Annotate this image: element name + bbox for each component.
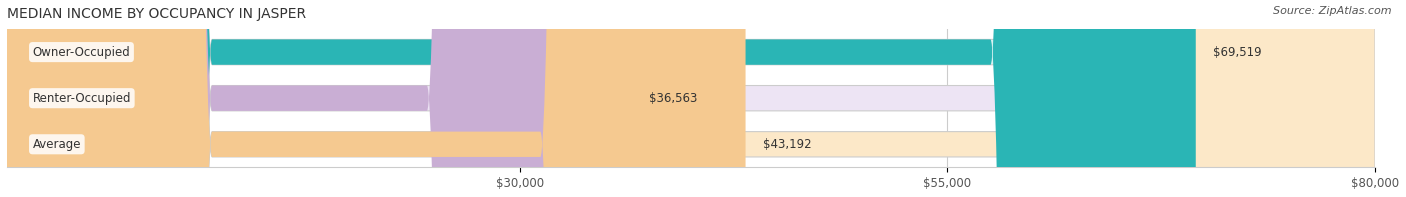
FancyBboxPatch shape bbox=[7, 0, 633, 197]
Text: Renter-Occupied: Renter-Occupied bbox=[32, 92, 131, 105]
Text: $36,563: $36,563 bbox=[650, 92, 697, 105]
FancyBboxPatch shape bbox=[7, 0, 745, 197]
Text: Owner-Occupied: Owner-Occupied bbox=[32, 46, 131, 59]
FancyBboxPatch shape bbox=[7, 0, 1375, 197]
Text: Average: Average bbox=[32, 138, 82, 151]
FancyBboxPatch shape bbox=[7, 0, 1375, 197]
FancyBboxPatch shape bbox=[7, 0, 1375, 197]
FancyBboxPatch shape bbox=[7, 0, 1195, 197]
Text: MEDIAN INCOME BY OCCUPANCY IN JASPER: MEDIAN INCOME BY OCCUPANCY IN JASPER bbox=[7, 7, 307, 21]
Text: $69,519: $69,519 bbox=[1213, 46, 1261, 59]
Text: Source: ZipAtlas.com: Source: ZipAtlas.com bbox=[1274, 6, 1392, 16]
Text: $43,192: $43,192 bbox=[762, 138, 811, 151]
